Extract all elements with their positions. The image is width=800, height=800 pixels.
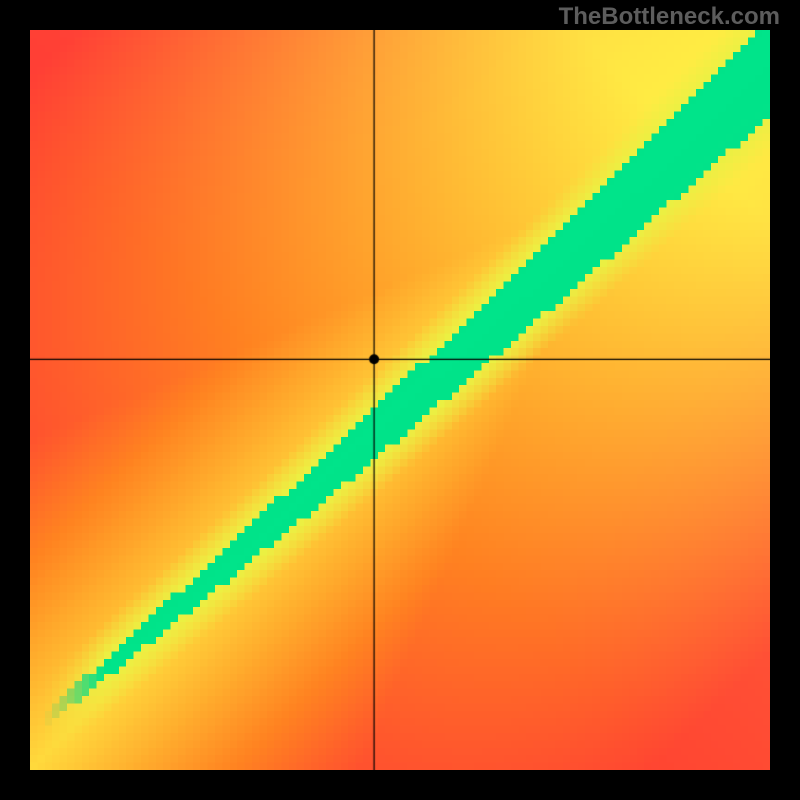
crosshair-overlay <box>30 30 770 770</box>
watermark-text: TheBottleneck.com <box>559 3 780 31</box>
chart-container: TheBottleneck.com <box>0 0 800 800</box>
